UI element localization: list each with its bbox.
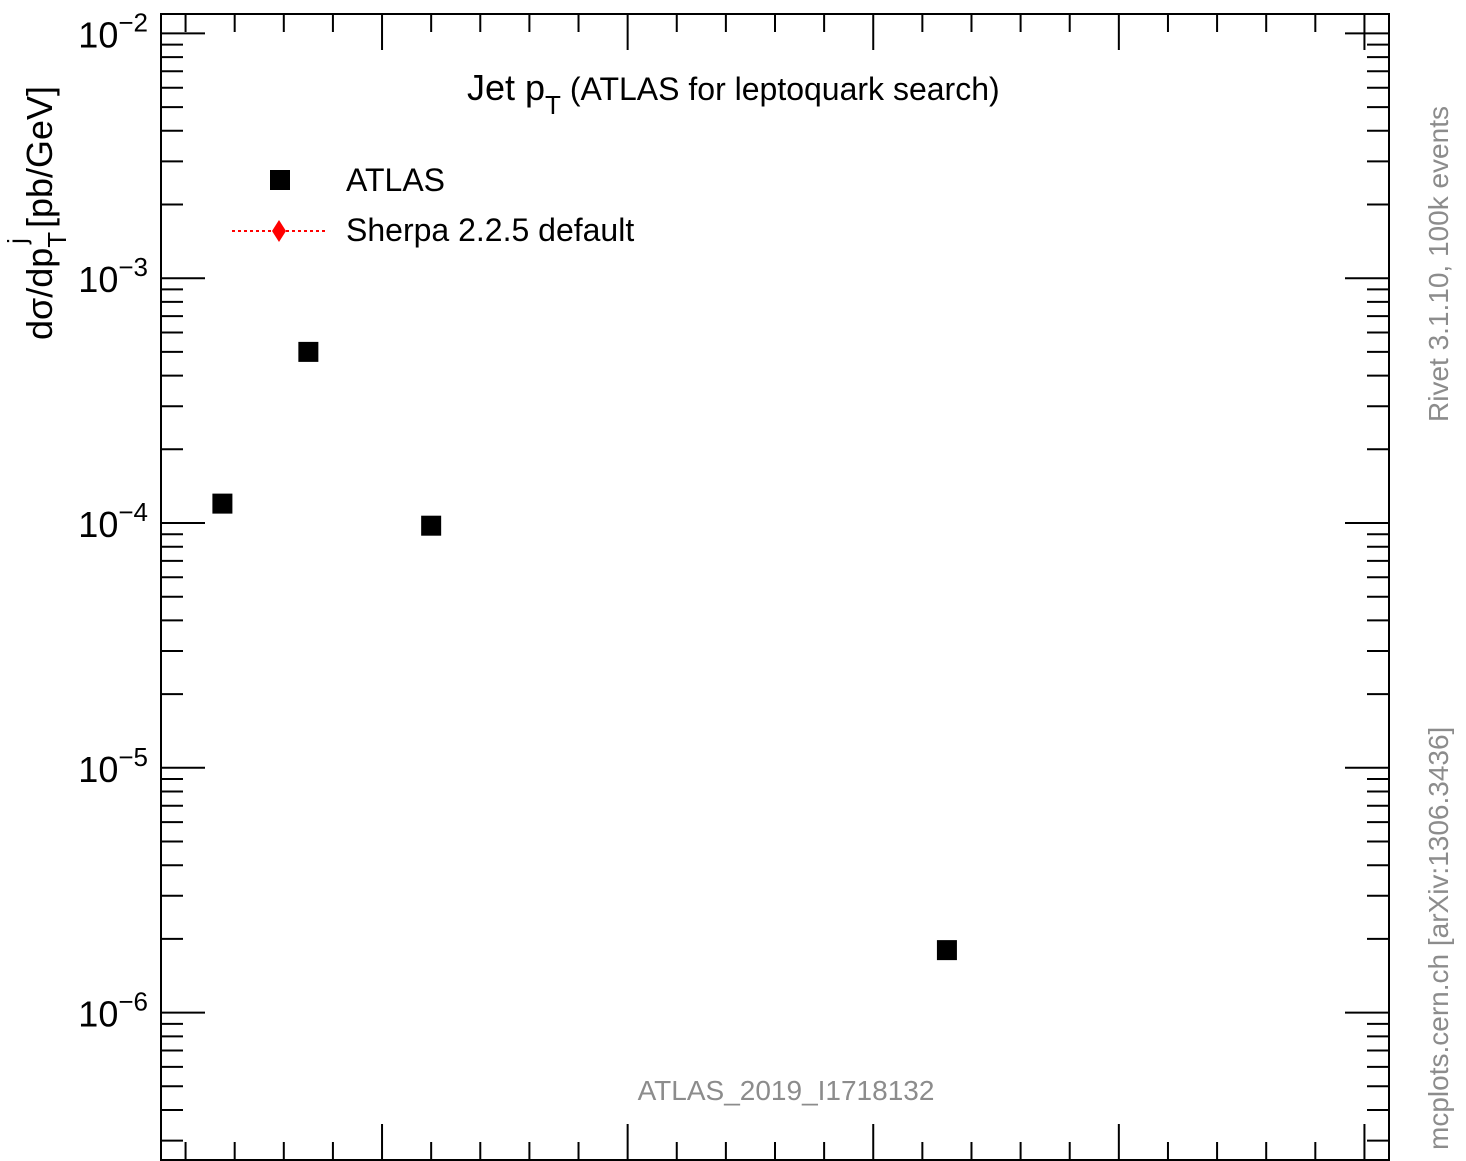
- y-tick-base: 10: [78, 994, 118, 1035]
- y-tick-label: 10−4: [78, 497, 148, 545]
- mcplots-arxiv-label: mcplots.cern.ch [arXiv:1306.3436]: [1423, 727, 1454, 1150]
- analysis-label: ATLAS_2019_I1718132: [638, 1075, 935, 1106]
- y-tick-label: 10−5: [78, 742, 148, 790]
- y-tick-base: 10: [78, 504, 118, 545]
- y-tick-exponent: −2: [118, 7, 148, 37]
- y-tick-exponent: −4: [118, 497, 148, 527]
- chart-title: Jet pT (ATLAS for leptoquark search): [467, 67, 1000, 120]
- data-point: [212, 493, 233, 514]
- legend-label-atlas: ATLAS: [346, 162, 445, 198]
- y-tick-labels: 10−210−310−410−510−6: [78, 7, 148, 1034]
- legend-marker-atlas: [270, 170, 290, 190]
- y-tick-label: 10−2: [78, 7, 148, 55]
- data-points: [212, 341, 957, 961]
- y-tick-exponent: −5: [118, 742, 148, 772]
- y-tick-base: 10: [78, 14, 118, 55]
- rivet-events-label: Rivet 3.1.10, 100k events: [1423, 106, 1454, 422]
- axis-ticks: [161, 14, 1389, 1160]
- legend-label-sherpa: Sherpa 2.2.5 default: [346, 212, 634, 248]
- data-point: [936, 940, 957, 961]
- y-tick-label: 10−6: [78, 987, 148, 1035]
- y-tick-label: 10−3: [78, 252, 148, 300]
- y-axis-label: dσ/dpTj [pb/GeV]: [2, 86, 72, 340]
- legend-marker-sherpa: [272, 220, 286, 242]
- y-tick-exponent: −6: [118, 987, 148, 1017]
- legend: ATLAS Sherpa 2.2.5 default: [232, 162, 634, 248]
- y-tick-base: 10: [78, 749, 118, 790]
- y-tick-base: 10: [78, 259, 118, 300]
- data-point: [298, 341, 319, 362]
- y-tick-exponent: −3: [118, 252, 148, 282]
- data-point: [421, 515, 442, 536]
